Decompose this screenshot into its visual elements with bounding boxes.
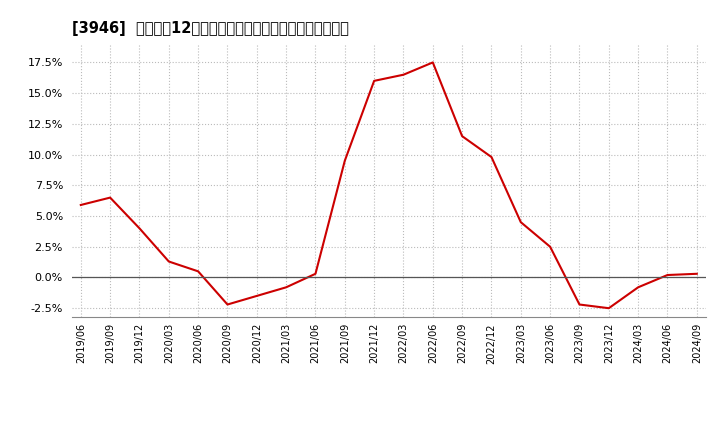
Text: [3946]  売上高の12か月移動合計の対前年同期増減率の推移: [3946] 売上高の12か月移動合計の対前年同期増減率の推移: [72, 21, 349, 36]
